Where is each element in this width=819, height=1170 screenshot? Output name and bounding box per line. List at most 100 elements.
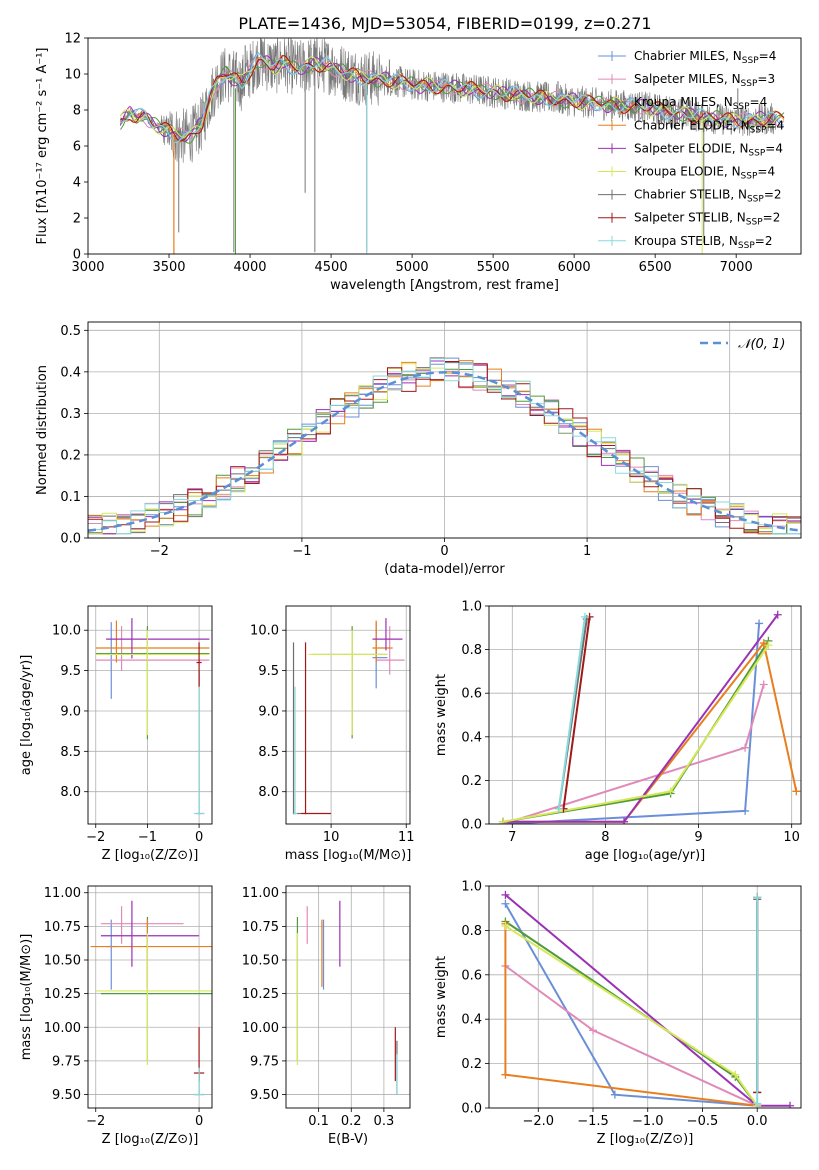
x-tick-label: 0.1 bbox=[308, 1114, 329, 1129]
x-tick-label: 3000 bbox=[71, 260, 104, 275]
weight-line-8 bbox=[753, 893, 762, 1108]
x-axis-label: Z [log₁₀(Z/Z⊙)] bbox=[597, 1132, 694, 1147]
weight-marker bbox=[501, 1070, 510, 1079]
y-tick-label: 9.5 bbox=[60, 664, 81, 679]
weight-line-0 bbox=[498, 619, 764, 824]
y-tick-label: 6 bbox=[73, 140, 81, 155]
legend-model-name: Salpeter ELODIE bbox=[634, 141, 732, 155]
y-tick-label: 9.50 bbox=[52, 1088, 81, 1103]
y-tick-label: 10.25 bbox=[44, 987, 81, 1002]
errorbar-point-6 bbox=[196, 670, 205, 815]
y-tick-label: 11.00 bbox=[242, 886, 279, 901]
normal-reference-curve bbox=[88, 371, 801, 532]
weight-polyline bbox=[504, 965, 758, 1107]
errorbar-point-0 bbox=[372, 622, 388, 689]
legend-nssp-prefix: , bbox=[721, 234, 729, 248]
weight-line-4 bbox=[498, 610, 782, 824]
y-tick-label: 10.00 bbox=[242, 1021, 279, 1036]
x-tick-label: −1.5 bbox=[577, 1114, 609, 1129]
legend-nssp-letter: N bbox=[741, 118, 750, 132]
legend-nssp-value: 2 bbox=[765, 234, 773, 248]
y-tick-label: 0.1 bbox=[60, 490, 81, 505]
legend-model-name: Kroupa ELODIE bbox=[634, 165, 724, 179]
legend-nssp-sub: SSP bbox=[733, 102, 750, 112]
errorbar-point-5 bbox=[308, 630, 388, 736]
legend-nssp-prefix: , bbox=[732, 141, 740, 155]
plot-body bbox=[88, 322, 801, 538]
errorbar-point-3 bbox=[95, 620, 210, 663]
y-tick-label: 10.00 bbox=[44, 1021, 81, 1036]
legend-label-reference: 𝒩(0, 1) bbox=[738, 337, 785, 352]
y-tick-label: 11.00 bbox=[44, 886, 81, 901]
y-axis-label: age [log₁₀(age/yr)] bbox=[19, 655, 34, 776]
x-tick-label: 0 bbox=[195, 830, 203, 845]
weight-marker bbox=[755, 619, 764, 628]
legend-label-6: Chabrier STELIB, NSSP=2 bbox=[634, 188, 782, 205]
x-tick-label: 4500 bbox=[315, 260, 348, 275]
y-tick-label: 0.2 bbox=[461, 1057, 482, 1072]
y-tick-label: 0.6 bbox=[461, 687, 482, 702]
legend-nssp-eq: = bbox=[763, 211, 773, 225]
x-tick-label: −0.5 bbox=[687, 1114, 719, 1129]
x-tick-label: 5000 bbox=[396, 260, 429, 275]
plot-mass-vs-EBV: 0.1 0.2 0.3 9.50 9.75 10.00 10.25 10.50 10.75 11.… bbox=[242, 885, 411, 1147]
errorbar-point-5 bbox=[95, 933, 212, 1065]
y-tick-label: 0 bbox=[73, 248, 81, 263]
legend-label-3: Chabrier ELODIE, NSSP=4 bbox=[634, 118, 784, 135]
y-tick-label: 0.4 bbox=[60, 365, 81, 380]
x-tick-label: 10 bbox=[323, 830, 340, 845]
model-spectrum-4 bbox=[119, 55, 785, 143]
legend-label-2: Kroupa MILES, NSSP=4 bbox=[634, 95, 767, 112]
weight-line-1 bbox=[501, 961, 762, 1108]
y-tick-label: 10.75 bbox=[44, 920, 81, 935]
legend-nssp-sub: SSP bbox=[742, 56, 759, 66]
legend-nssp-letter: N bbox=[739, 141, 748, 155]
y-tick-label: 10.50 bbox=[44, 954, 81, 969]
weight-marker bbox=[753, 1099, 762, 1108]
errorbar-point-7 bbox=[196, 642, 202, 687]
plot-frame bbox=[87, 605, 213, 825]
legend-model-name: Kroupa MILES bbox=[634, 95, 716, 109]
x-tick-label: 1 bbox=[583, 544, 591, 559]
x-axis-label: Z [log₁₀(Z/Z⊙)] bbox=[102, 848, 199, 863]
x-tick-label: 6500 bbox=[639, 260, 672, 275]
y-tick-label: 9.75 bbox=[52, 1054, 81, 1069]
weight-line-2 bbox=[501, 917, 762, 1108]
weight-polyline bbox=[504, 903, 758, 1107]
weight-marker bbox=[580, 612, 589, 621]
weight-marker bbox=[759, 680, 768, 689]
weight-line-5 bbox=[498, 641, 773, 824]
x-axis-label: (data-model)/error bbox=[384, 562, 505, 577]
plot-frame bbox=[87, 37, 802, 255]
legend-nssp-value: 3 bbox=[767, 72, 775, 86]
legend-nssp-letter: N bbox=[733, 49, 742, 63]
legend-nssp-prefix: , bbox=[729, 211, 737, 225]
x-tick-label: 8 bbox=[601, 830, 609, 845]
legend-nssp-letter: N bbox=[724, 95, 733, 109]
errorbar-point-4 bbox=[372, 618, 403, 651]
x-tick-label: 0 bbox=[195, 1114, 203, 1129]
y-tick-label: 8 bbox=[73, 104, 81, 119]
weight-line-5 bbox=[501, 921, 762, 1108]
plot-spectrum: 3000 3500 4000 4500 5000 5500 6000 6500 7000 0 2 4 6… bbox=[35, 32, 802, 293]
legend-model-name: Chabrier ELODIE bbox=[634, 118, 733, 132]
plot-mass-vs-Z: −2 0 9.50 9.75 10.00 10.25 10.50 10.75 11.00 Z [l… bbox=[19, 885, 213, 1147]
legend-nssp-prefix: , bbox=[733, 118, 741, 132]
legend-model-name: Salpeter STELIB bbox=[634, 211, 729, 225]
y-tick-label: 0.4 bbox=[461, 1013, 482, 1028]
errorbar-point-3 bbox=[90, 919, 212, 987]
plot-body bbox=[119, 38, 785, 254]
errorbar-point-7 bbox=[301, 642, 332, 815]
model-spectrum-5 bbox=[119, 56, 785, 138]
legend-nssp-letter: N bbox=[732, 165, 741, 179]
y-tick-label: 0.0 bbox=[461, 818, 482, 833]
plot-weight-vs-Z: −2.0 −1.5 −1.0 −0.5 0.0 0.0 0.2 0.4 0.6 0.8 1.0 Z [… bbox=[434, 880, 802, 1147]
plot-body bbox=[88, 886, 212, 1108]
legend-nssp-prefix: , bbox=[724, 72, 732, 86]
legend-label-8: Kroupa STELIB, NSSP=2 bbox=[634, 234, 772, 251]
x-tick-label: −1.0 bbox=[632, 1114, 664, 1129]
weight-line-1 bbox=[498, 680, 768, 824]
histogram-0 bbox=[88, 357, 801, 535]
legend-nssp-prefix: , bbox=[716, 95, 724, 109]
x-axis-label: wavelength [Angstrom, rest frame] bbox=[330, 278, 559, 293]
